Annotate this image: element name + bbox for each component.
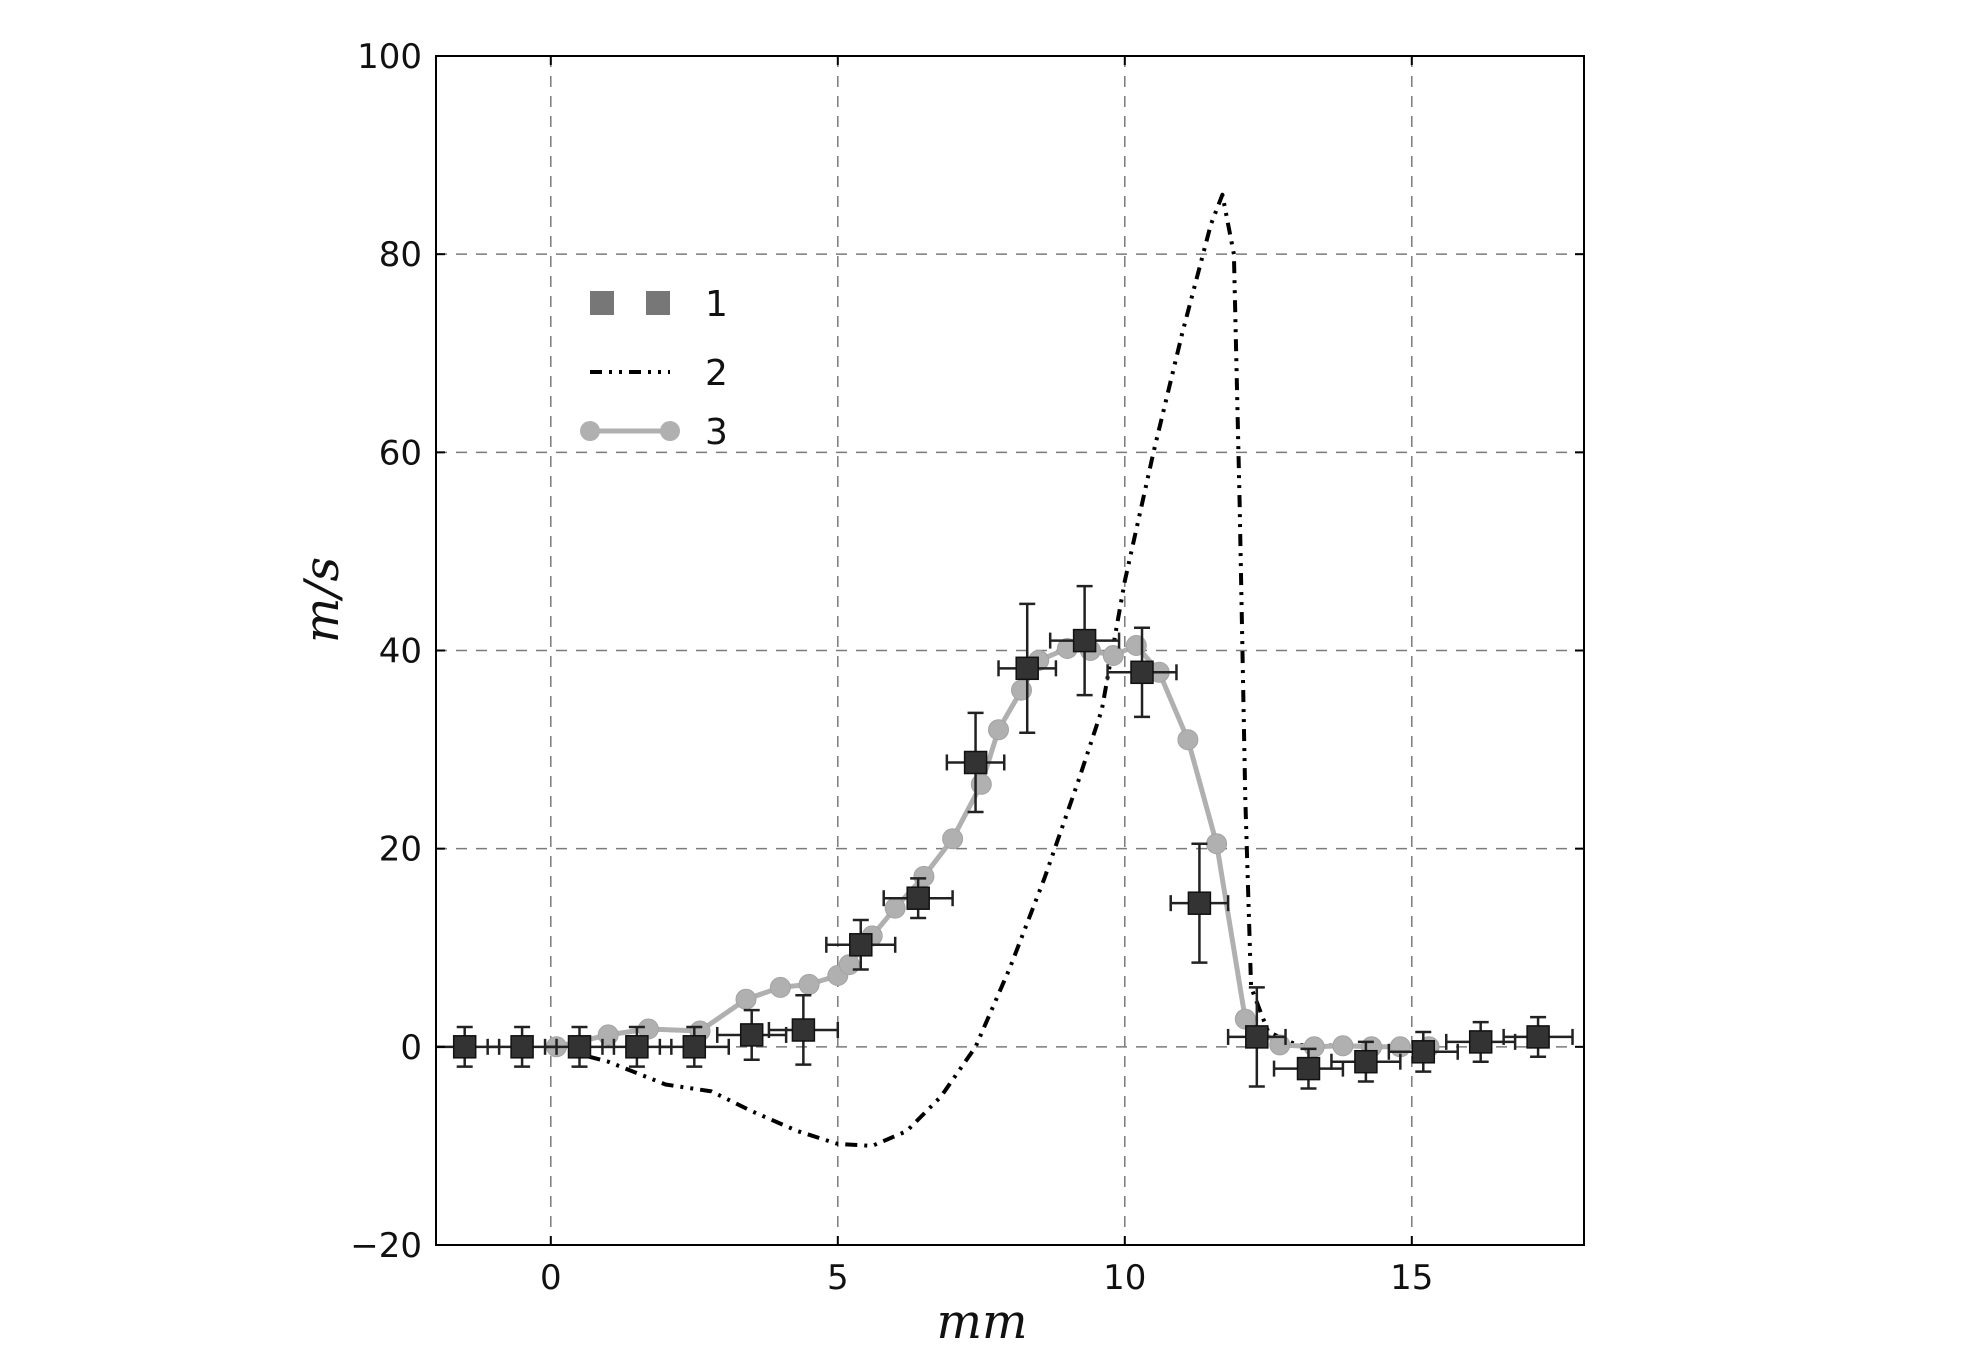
series-1-marker — [739, 1023, 764, 1047]
legend-1-marker — [646, 291, 670, 315]
legend-1-marker — [590, 291, 614, 315]
series-1-marker — [1187, 891, 1212, 915]
series-3-point — [1125, 635, 1147, 656]
series-1-marker — [849, 933, 873, 957]
series-1-marker — [1072, 628, 1097, 653]
series-3-point — [1177, 729, 1199, 751]
series-1-point — [1387, 1030, 1459, 1073]
y-axis-label: m/s — [294, 557, 350, 643]
series-1-point — [1226, 986, 1287, 1088]
series-3-point — [838, 954, 860, 976]
y-tick-label: 40 — [379, 632, 422, 672]
x-axis-label: mm — [936, 1294, 1027, 1350]
series-3-point — [913, 865, 935, 887]
axis-ticks: 0 5 10 15 −20 0 20 40 60 80 100 — [350, 37, 1584, 1298]
series-1-marker — [510, 1035, 534, 1059]
series-1-marker — [567, 1035, 592, 1059]
series-1-point — [1330, 1040, 1402, 1083]
series-1-point — [825, 918, 897, 971]
series-1-marker — [1354, 1049, 1378, 1074]
series-1-marker — [1526, 1025, 1550, 1049]
series-1-marker — [625, 1035, 649, 1059]
series-1-marker — [1130, 660, 1154, 685]
legend-1-label: 1 — [705, 284, 728, 325]
series-3-point — [798, 973, 820, 995]
series-1-point — [1169, 842, 1230, 964]
legend-2-label: 2 — [705, 353, 728, 394]
series-1-point — [767, 994, 840, 1066]
series-1-point — [658, 1025, 730, 1068]
y-tick-label: 80 — [379, 235, 422, 275]
series-1-point — [716, 1008, 788, 1061]
x-tick-label: 0 — [540, 1258, 562, 1298]
series-3-point — [735, 988, 757, 1010]
series-1-point — [1048, 584, 1121, 697]
grid-lines — [436, 56, 1584, 1245]
series-2-line — [550, 192, 1412, 1148]
series-3-point — [1011, 679, 1032, 701]
series-3-point — [1102, 645, 1124, 666]
legend-3-marker — [660, 421, 680, 441]
series-3-point — [597, 1024, 619, 1046]
series-1-marker — [906, 886, 930, 910]
series-1-marker — [791, 1018, 816, 1042]
series-1-marker — [1296, 1056, 1321, 1081]
series-1-point — [1502, 1015, 1574, 1058]
legend-3-marker — [580, 421, 600, 441]
series-1-point — [945, 711, 1006, 814]
x-tick-label: 5 — [827, 1258, 849, 1298]
series-3-point — [1332, 1035, 1354, 1057]
series-3-line — [555, 643, 1429, 1050]
series-1-point — [997, 602, 1058, 734]
series-1-marker — [963, 750, 988, 775]
y-tick-label: −20 — [350, 1226, 422, 1266]
series-layer — [436, 192, 1574, 1148]
x-tick-label: 10 — [1103, 1258, 1146, 1298]
series-1-point — [1106, 626, 1178, 719]
series-3-point — [1303, 1036, 1325, 1058]
series-1-point — [486, 1025, 558, 1068]
y-tick-label: 100 — [357, 37, 422, 77]
y-tick-label: 60 — [379, 433, 422, 473]
x-tick-label: 15 — [1390, 1258, 1433, 1298]
series-1-marker — [452, 1035, 477, 1059]
series-3-point — [988, 719, 1009, 741]
legend-3-label: 3 — [705, 412, 728, 453]
series-1-marker — [682, 1035, 707, 1059]
series-1-marker — [1411, 1040, 1436, 1064]
series-3-point — [942, 828, 964, 850]
series-3-point — [769, 976, 791, 998]
series-3-point — [970, 773, 992, 795]
series-1-marker — [1468, 1030, 1493, 1054]
y-tick-label: 20 — [379, 830, 422, 870]
series-3-point — [884, 897, 906, 919]
legend: 1 2 3 — [580, 284, 728, 453]
y-tick-label: 0 — [400, 1028, 422, 1068]
series-3-point — [1206, 833, 1228, 855]
series-1-marker — [1015, 656, 1039, 681]
series-1-point — [882, 877, 954, 920]
series-1-marker — [1245, 1025, 1269, 1049]
